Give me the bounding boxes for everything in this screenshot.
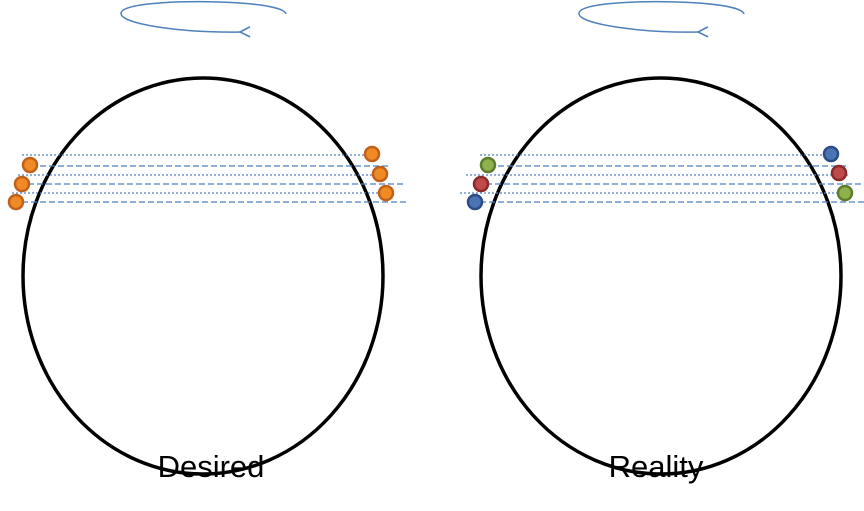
rotation-arrow-icon	[120, 1, 287, 32]
ball-left-1	[21, 156, 39, 174]
ball-left-2	[13, 175, 31, 193]
rotation-arrow-icon	[578, 1, 745, 32]
caption-reality: Reality	[609, 449, 704, 484]
ball-right-3	[836, 184, 854, 202]
sphere-outline	[479, 76, 843, 476]
ball-left-3	[7, 193, 25, 211]
ball-right-1	[822, 145, 840, 163]
desired-panel: Desired	[7, 1, 406, 484]
sphere-outline	[21, 76, 385, 476]
ball-right-2	[371, 165, 389, 183]
ball-right-2	[830, 164, 848, 182]
ball-left-3	[466, 193, 484, 211]
ball-right-1	[363, 145, 381, 163]
ball-right-3	[377, 184, 395, 202]
ball-left-2	[472, 175, 490, 193]
caption-desired: Desired	[158, 449, 265, 484]
ball-left-1	[479, 156, 497, 174]
reality-panel: Reality	[460, 1, 864, 484]
